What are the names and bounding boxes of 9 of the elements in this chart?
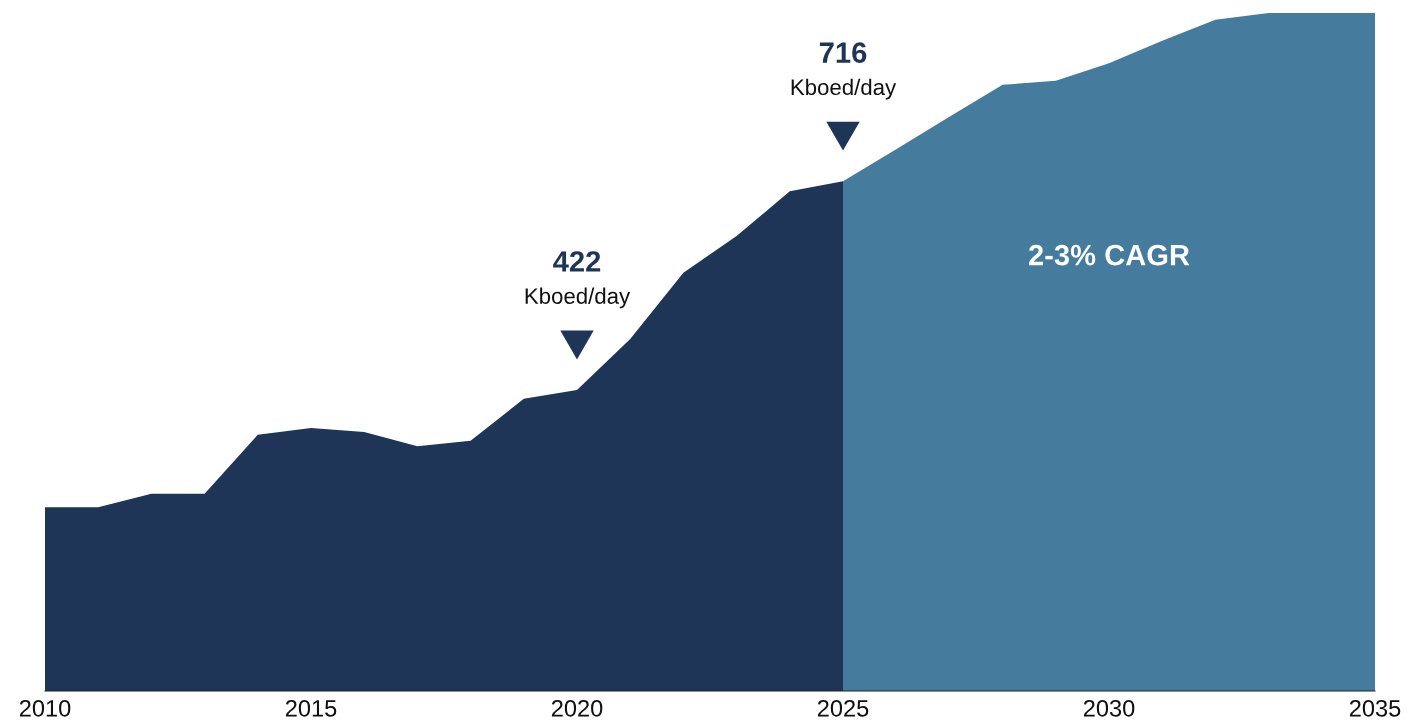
x-tick-label: 2030 [1083,699,1135,717]
x-tick-label: 2025 [817,699,869,717]
x-tick-label: 2010 [19,699,71,717]
x-tick-label: 2015 [285,699,337,717]
annotation: 2-3% CAGR [1028,244,1190,266]
x-tick-label: 2020 [551,699,603,717]
x-tick-label: 2035 [1349,699,1401,717]
annotation: 422 Kboed/day [525,251,631,309]
annotation: 716 Kboed/day [791,42,897,100]
